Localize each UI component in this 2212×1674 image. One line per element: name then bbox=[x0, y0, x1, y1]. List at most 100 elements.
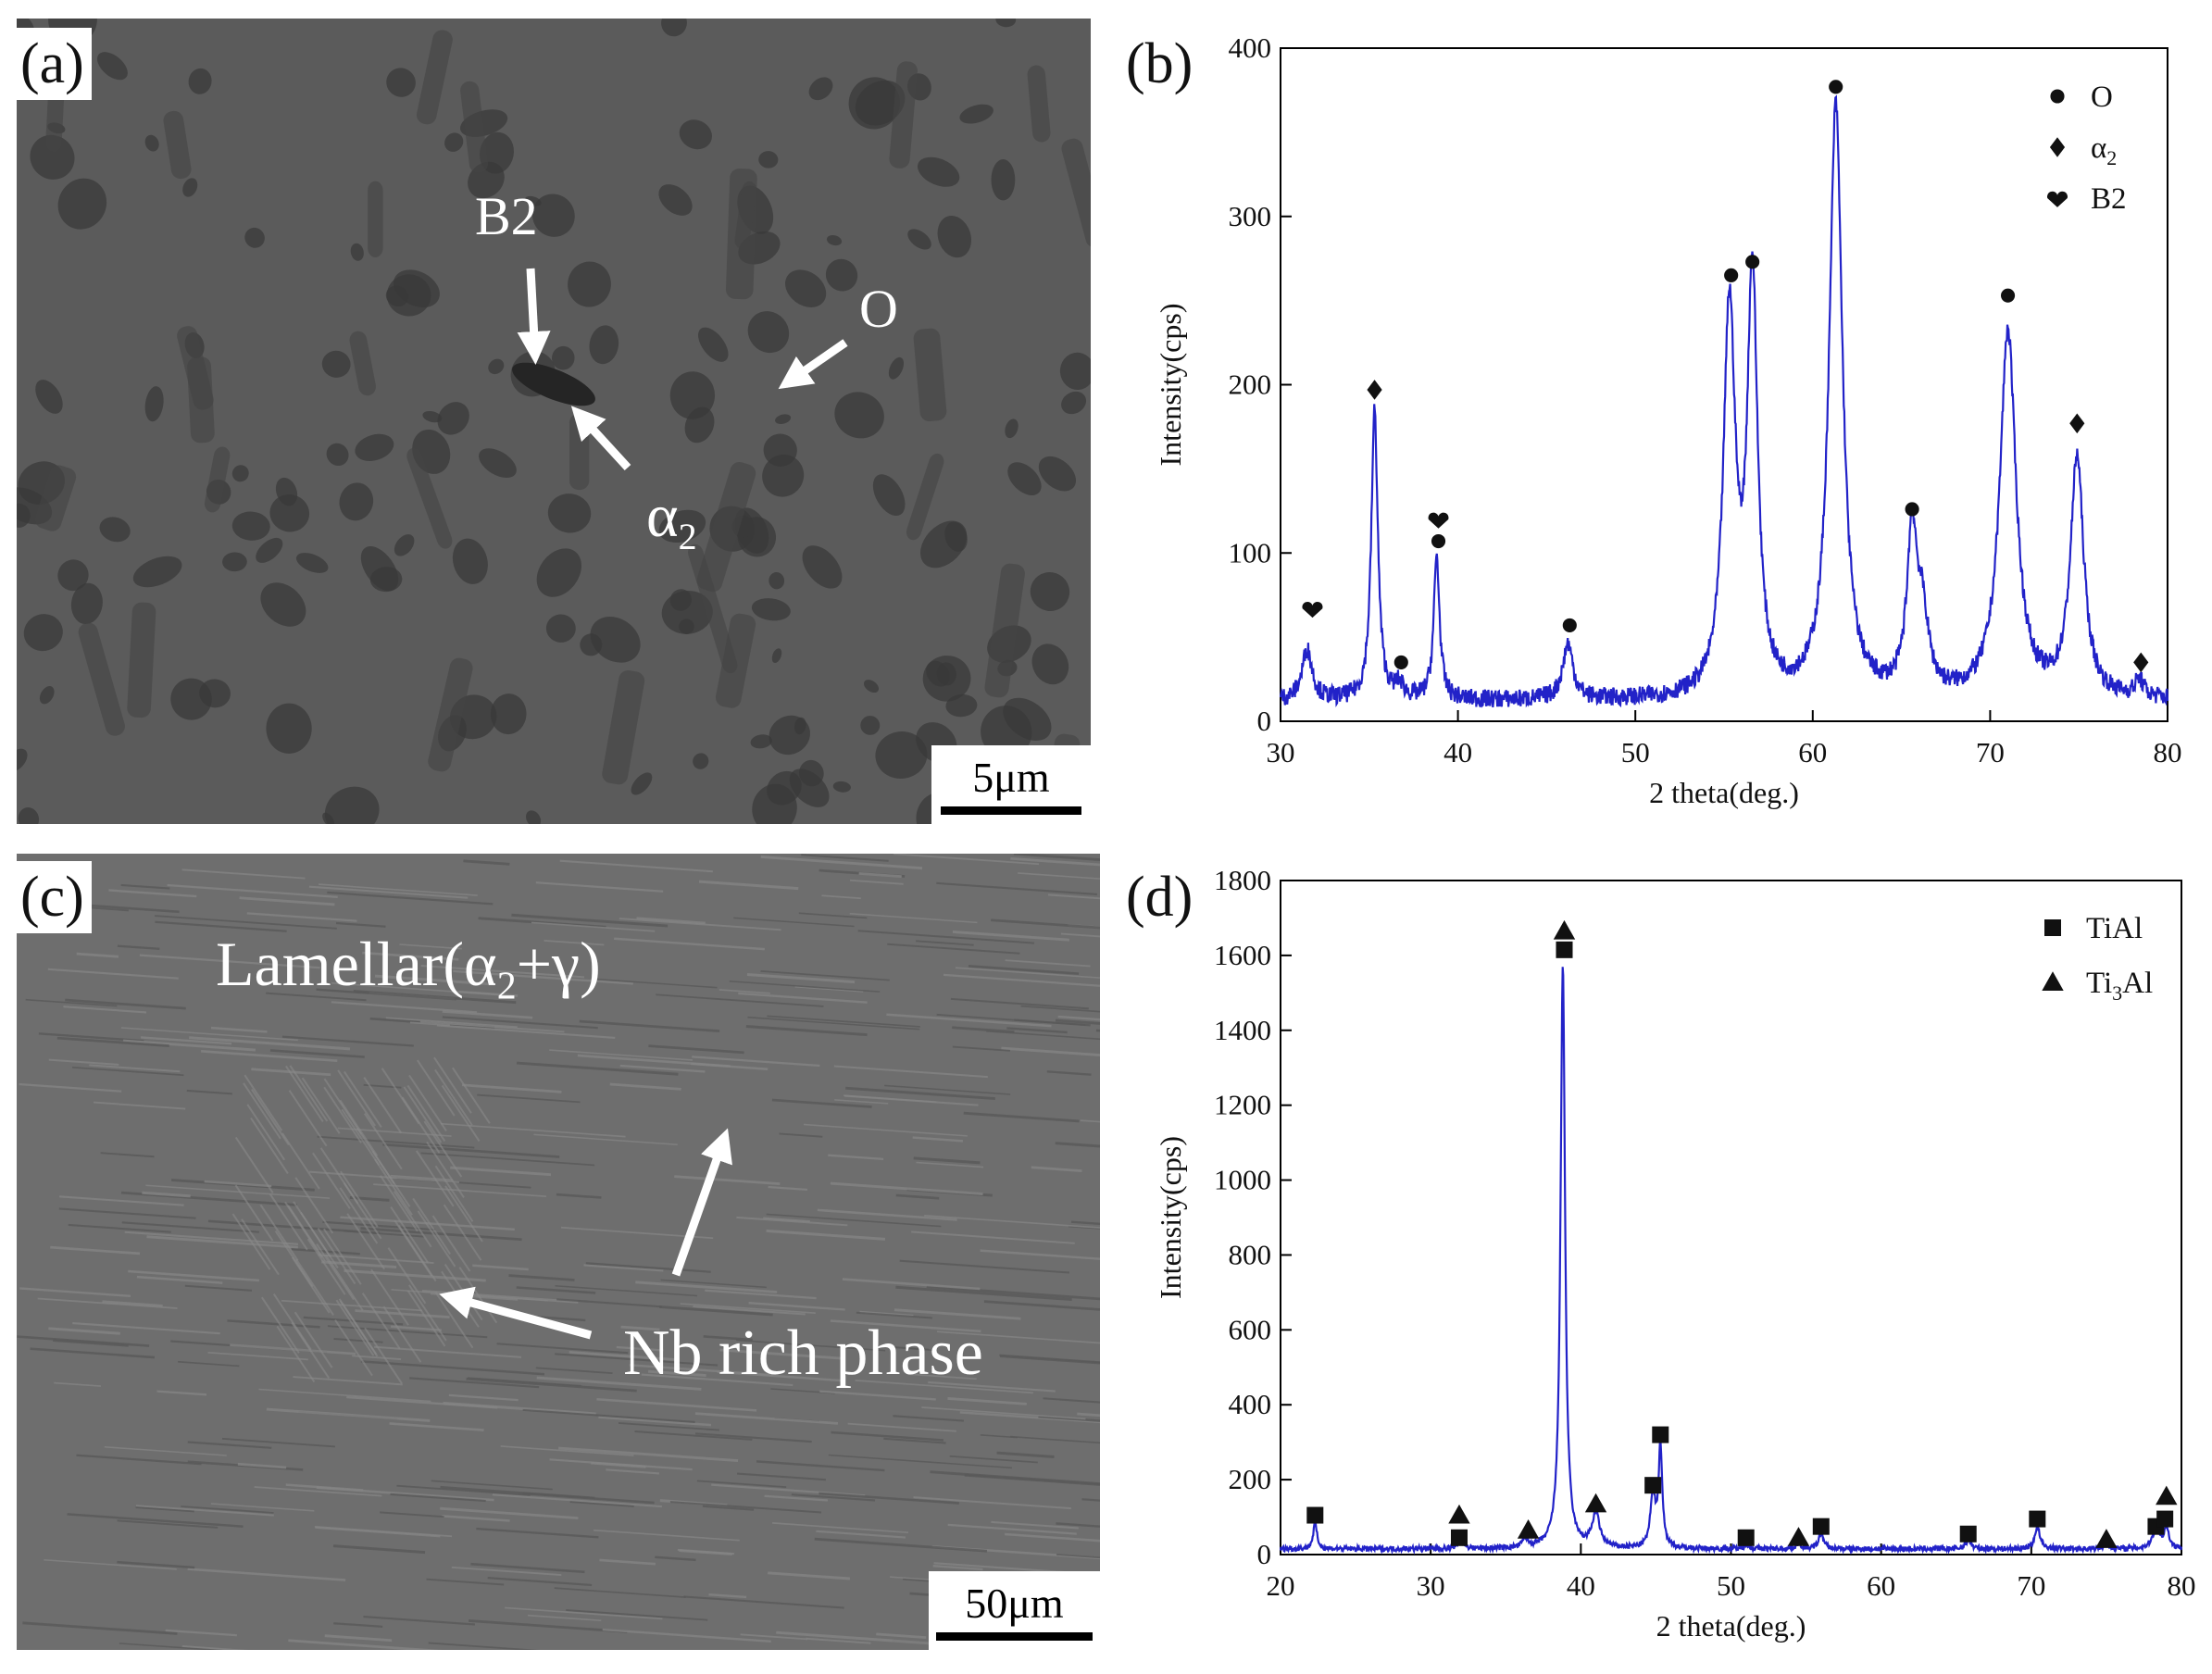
y-tick-label: 1000 bbox=[1214, 1164, 1271, 1196]
label-alpha2: α2 bbox=[646, 482, 697, 558]
x-tick-label: 50 bbox=[1717, 1569, 1745, 1602]
scalebar-c-bar bbox=[936, 1632, 1093, 1641]
legend-label: α2 bbox=[2091, 131, 2117, 169]
y-axis-label: Intensity(cps) bbox=[1154, 1136, 1187, 1299]
legend-diamond bbox=[2049, 137, 2066, 157]
legend-triangle bbox=[2042, 971, 2064, 991]
micrograph-a: B2 O α2 5μm bbox=[17, 19, 1091, 824]
peak-marker-triangle bbox=[2156, 1485, 2178, 1505]
chart-b: 30 40 50 60 70 80 0 100 200 300 400 2 theta(deg.) In… bbox=[1154, 31, 2182, 809]
label-b2: B2 bbox=[475, 186, 538, 246]
arrow-nb-up bbox=[671, 1128, 732, 1277]
x-axis-label: 2 theta(deg.) bbox=[1656, 1609, 1806, 1643]
y-tick-label: 0 bbox=[1257, 1538, 1272, 1570]
legend-heart bbox=[2046, 191, 2068, 207]
plot-frame bbox=[1280, 880, 2182, 1555]
peak-marker-square bbox=[2029, 1510, 2046, 1528]
legend-circle bbox=[2050, 89, 2065, 104]
micrograph-c: Lamellar(α2+γ) Nb rich phase 50μm bbox=[17, 854, 1100, 1650]
micrograph-c-texture bbox=[17, 854, 1100, 1650]
chart-d: 20 30 40 50 60 70 8002004006008001000120014001… bbox=[1154, 864, 2196, 1643]
label-o: O bbox=[859, 279, 898, 339]
scalebar-c-label: 50μm bbox=[965, 1580, 1064, 1627]
micrograph-a-texture bbox=[17, 19, 1091, 824]
x-tick-label: 80 bbox=[2168, 1569, 2196, 1602]
peak-marker-diamond bbox=[1367, 380, 1382, 400]
xrd-trace bbox=[1279, 94, 2169, 708]
scalebar-a-label: 5μm bbox=[972, 754, 1050, 801]
peak-marker-circle bbox=[1724, 268, 1739, 282]
y-tick-label: 1600 bbox=[1214, 939, 1271, 971]
peak-marker-circle bbox=[1562, 618, 1577, 632]
peak-marker-triangle bbox=[1517, 1519, 1540, 1539]
label-nb-rich-phase: Nb rich phase bbox=[623, 1318, 983, 1389]
x-axis-label: 2 theta(deg.) bbox=[1649, 776, 1799, 809]
peak-marker-circle bbox=[1829, 80, 1843, 94]
arrows-a bbox=[517, 268, 848, 471]
scalebar-a-bar bbox=[941, 806, 1081, 815]
y-tick-label: 200 bbox=[1229, 369, 1272, 401]
peak-marker-circle bbox=[1393, 655, 1408, 669]
y-tick-label: 1400 bbox=[1214, 1014, 1271, 1046]
arrows-c bbox=[439, 1128, 732, 1340]
arrow-alpha2 bbox=[570, 406, 631, 471]
xrd-trace bbox=[1279, 967, 2183, 1555]
peak-marker-diamond bbox=[2069, 413, 2085, 434]
peak-marker-square bbox=[1644, 1477, 1662, 1494]
arrow-b2 bbox=[517, 268, 551, 365]
legend-label: B2 bbox=[2091, 182, 2127, 216]
peak-marker-triangle bbox=[1787, 1527, 1810, 1546]
legend-label: O bbox=[2091, 81, 2113, 114]
y-tick-label: 1200 bbox=[1214, 1089, 1271, 1121]
y-tick-label: 800 bbox=[1229, 1238, 1272, 1270]
peak-marker-square bbox=[1737, 1529, 1755, 1546]
peak-marker-circle bbox=[1745, 255, 1760, 269]
peak-marker-square bbox=[1959, 1525, 1977, 1543]
legend-square bbox=[2044, 919, 2061, 936]
x-tick-label: 30 bbox=[1267, 736, 1295, 768]
y-tick-label: 300 bbox=[1229, 200, 1272, 232]
peak-marker-heart bbox=[1302, 601, 1323, 618]
y-tick-label: 200 bbox=[1229, 1463, 1272, 1495]
panel-letter-c: (c) bbox=[13, 861, 92, 933]
x-tick-label: 60 bbox=[1867, 1569, 1895, 1602]
peak-marker-diamond bbox=[2133, 652, 2149, 673]
x-tick-label: 40 bbox=[1443, 736, 1472, 768]
peak-marker-triangle bbox=[1584, 1493, 1607, 1513]
peak-marker-square bbox=[1450, 1529, 1468, 1546]
y-tick-label: 400 bbox=[1229, 31, 1272, 64]
panel-letter-a: (a) bbox=[13, 28, 92, 100]
x-tick-label: 60 bbox=[1798, 736, 1827, 768]
peak-marker-square bbox=[1652, 1426, 1669, 1443]
peak-marker-circle bbox=[2001, 288, 2016, 303]
y-tick-label: 600 bbox=[1229, 1313, 1272, 1345]
peak-marker-triangle bbox=[1553, 919, 1576, 940]
peak-marker-triangle bbox=[1448, 1504, 1470, 1524]
y-tick-label: 400 bbox=[1229, 1388, 1272, 1420]
x-tick-label: 20 bbox=[1267, 1569, 1295, 1602]
y-tick-label: 0 bbox=[1257, 705, 1272, 737]
panel-letter-b: (b) bbox=[1118, 28, 1201, 100]
arrow-nb-left bbox=[439, 1286, 593, 1340]
label-lamellar: Lamellar(α2+γ) bbox=[216, 929, 601, 1008]
peak-marker-square bbox=[2156, 1510, 2174, 1528]
peak-marker-triangle bbox=[2095, 1529, 2118, 1548]
peak-marker-square bbox=[1556, 941, 1573, 958]
y-axis-label: Intensity(cps) bbox=[1154, 304, 1187, 467]
plot-frame bbox=[1280, 47, 2168, 722]
peak-marker-square bbox=[1306, 1506, 1324, 1524]
peak-marker-square bbox=[1812, 1518, 1830, 1535]
legend-label: TiAl bbox=[2086, 912, 2143, 945]
x-tick-label: 70 bbox=[1976, 736, 2005, 768]
legend-label: Ti3Al bbox=[2086, 967, 2153, 1005]
y-tick-label: 1800 bbox=[1214, 864, 1271, 896]
x-tick-label: 80 bbox=[2154, 736, 2182, 768]
peak-marker-circle bbox=[1431, 533, 1446, 549]
scalebar-a: 5μm bbox=[931, 745, 1091, 824]
arrow-o bbox=[778, 339, 848, 390]
scalebar-c: 50μm bbox=[929, 1571, 1100, 1650]
x-tick-label: 70 bbox=[2017, 1569, 2045, 1602]
panel-letter-d: (d) bbox=[1118, 861, 1201, 933]
y-tick-label: 100 bbox=[1229, 536, 1272, 568]
